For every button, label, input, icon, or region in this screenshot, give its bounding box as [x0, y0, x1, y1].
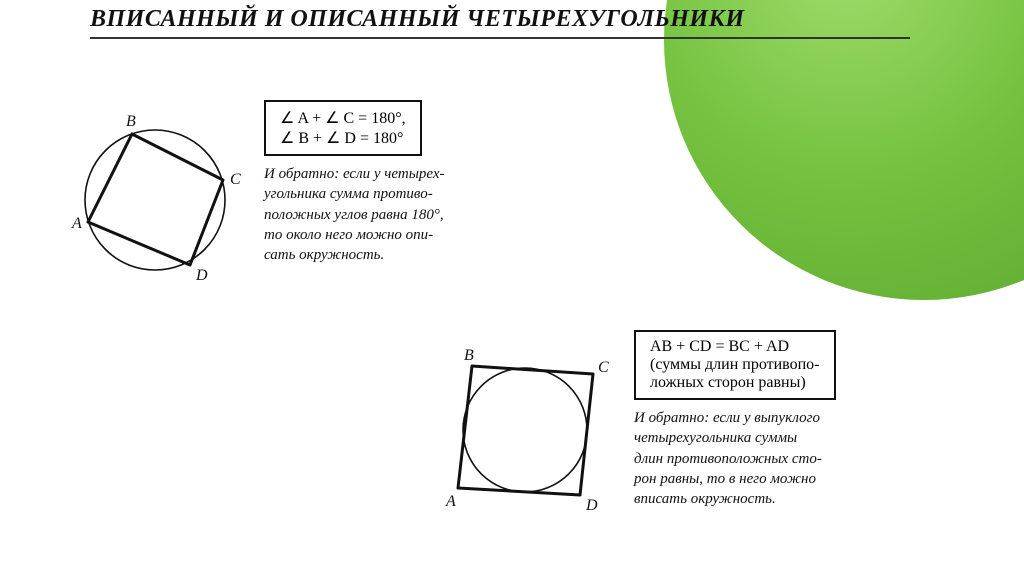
inscribed-formula-2: ∠ B + ∠ D = 180°: [280, 128, 406, 148]
circumscribed-formula-3: ложных сторон равны): [650, 374, 820, 392]
inscribed-text: ∠ A + ∠ C = 180°, ∠ B + ∠ D = 180° И обр…: [264, 100, 444, 265]
title-rule: ВПИСАННЫЙ И ОПИСАННЫЙ ЧЕТЫРЕХУГОЛЬНИКИ: [90, 6, 910, 39]
inscribed-section: A B C D ∠ A + ∠ C = 180°, ∠ B + ∠ D = 180° …: [60, 100, 620, 290]
page-title: ВПИСАННЫЙ И ОПИСАННЫЙ ЧЕТЫРЕХУГОЛЬНИКИ: [90, 6, 745, 32]
circumscribed-note: И обратно: если у выпуклого четырехуголь…: [634, 408, 836, 509]
svg-text:C: C: [230, 171, 241, 188]
svg-text:B: B: [126, 113, 136, 130]
svg-text:A: A: [71, 215, 82, 232]
svg-text:C: C: [598, 359, 609, 376]
inscribed-figure: A B C D: [60, 100, 250, 290]
circumscribed-formula-box: AB + CD = BC + AD (суммы длин противопо-…: [634, 330, 836, 400]
inscribed-formula-box: ∠ A + ∠ C = 180°, ∠ B + ∠ D = 180°: [264, 100, 422, 156]
circumscribed-formula-1: AB + CD = BC + AD: [650, 338, 820, 356]
circumscribed-text: AB + CD = BC + AD (суммы длин противопо-…: [634, 330, 836, 509]
corner-accent: [664, 0, 1024, 300]
svg-text:D: D: [195, 267, 208, 284]
circumscribed-formula-2: (суммы длин противопо-: [650, 356, 820, 374]
svg-text:B: B: [464, 347, 474, 364]
svg-text:D: D: [585, 497, 598, 514]
svg-text:A: A: [445, 493, 456, 510]
inscribed-note: И обратно: если у четырех- угольника сум…: [264, 164, 444, 265]
inscribed-formula-1: ∠ A + ∠ C = 180°,: [280, 108, 406, 128]
circumscribed-figure: A B C D: [430, 330, 620, 520]
circumscribed-section: A B C D AB + CD = BC + AD (суммы длин проти…: [430, 330, 990, 520]
